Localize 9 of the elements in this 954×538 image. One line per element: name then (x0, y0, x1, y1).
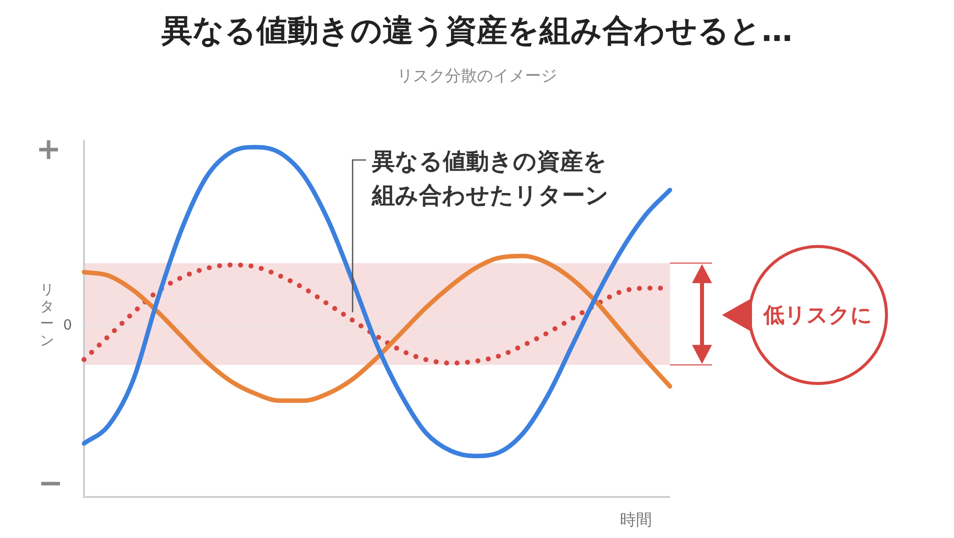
text: − (38, 466, 64, 501)
text: 異なる値動きの資産を組み合わせたリターン (372, 148, 610, 211)
text: + (36, 132, 62, 167)
chart-subtitle: リスク分散のイメージ (396, 66, 558, 87)
y-axis-title: リターン (40, 282, 55, 350)
circle-callout: 低リスクに (748, 245, 888, 385)
ref-line-label: 0 (63, 317, 72, 334)
chart-title: 異なる値動きの違う資産を組み合わせると… (160, 12, 794, 51)
x-axis-title: 時間 (620, 510, 652, 531)
